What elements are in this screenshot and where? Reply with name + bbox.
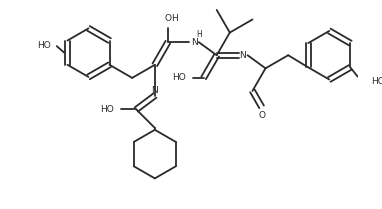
Text: HO: HO: [371, 77, 382, 86]
Text: O: O: [258, 111, 265, 120]
Text: HO: HO: [172, 73, 186, 82]
Text: O: O: [164, 14, 172, 23]
Text: N: N: [191, 38, 197, 47]
Text: HO: HO: [37, 41, 51, 50]
Text: H: H: [171, 14, 178, 23]
Text: N: N: [240, 51, 246, 60]
Text: HO: HO: [100, 105, 114, 114]
Text: N: N: [151, 87, 158, 96]
Text: H: H: [196, 30, 202, 39]
